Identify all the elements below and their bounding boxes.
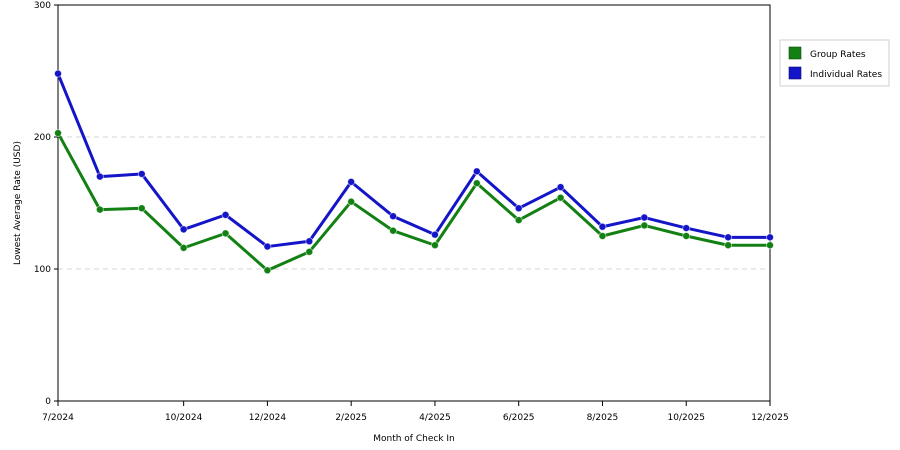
point-group-rates-5/2025: [472, 179, 481, 188]
x-tick-label-10/2025: 10/2025: [668, 413, 705, 423]
y-tick-label-100: 100: [34, 265, 51, 275]
point-group-rates-9/2024: [137, 204, 146, 213]
series-group-rates: [54, 129, 774, 275]
point-individual-rates-2/2025: [347, 177, 356, 186]
y-axis: 0 100 200 300: [34, 1, 58, 407]
point-individual-rates-11/2024: [221, 210, 230, 219]
legend-label-individual-rates: Individual Rates: [810, 70, 882, 80]
point-individual-rates-7/2025: [556, 183, 565, 192]
point-group-rates-4/2025: [431, 241, 439, 250]
point-group-rates-6/2025: [514, 216, 523, 225]
point-individual-rates-10/2025: [682, 224, 691, 232]
x-tick-label-10/2024: 10/2024: [165, 413, 203, 423]
point-group-rates-12/2025: [766, 241, 774, 250]
x-tick-label-12/2025: 12/2025: [751, 413, 788, 423]
point-group-rates-9/2025: [640, 221, 649, 230]
point-group-rates-8/2024: [95, 205, 104, 214]
x-axis-label: Month of Check In: [373, 434, 455, 444]
series-layer: [54, 69, 774, 275]
x-tick-label-8/2025: 8/2025: [587, 413, 619, 423]
point-individual-rates-11/2025: [724, 233, 733, 242]
point-individual-rates-7/2024: [54, 69, 62, 78]
point-group-rates-8/2025: [598, 232, 607, 240]
point-individual-rates-9/2024: [137, 170, 146, 178]
point-group-rates-7/2024: [54, 129, 62, 137]
x-tick-label-4/2025: 4/2025: [419, 413, 451, 423]
point-individual-rates-9/2025: [640, 213, 649, 222]
point-individual-rates-6/2025: [514, 204, 523, 213]
point-group-rates-10/2025: [682, 232, 691, 240]
legend-label-group-rates: Group Rates: [810, 50, 866, 60]
point-individual-rates-5/2025: [472, 167, 481, 176]
point-group-rates-1/2025: [305, 247, 314, 256]
point-group-rates-2/2025: [347, 197, 356, 206]
legend-swatch-individual-rates: [788, 66, 802, 80]
point-individual-rates-10/2024: [179, 225, 188, 234]
point-individual-rates-8/2024: [95, 172, 104, 181]
point-group-rates-11/2025: [724, 241, 733, 250]
grid-lines: [58, 136, 770, 270]
point-individual-rates-3/2025: [389, 212, 397, 221]
x-tick-label-6/2025: 6/2025: [503, 413, 535, 423]
point-group-rates-10/2024: [179, 243, 188, 252]
x-tick-label-12/2024: 12/2024: [249, 413, 287, 423]
y-axis-label: Lowest Average Rate (USD): [13, 141, 23, 265]
point-group-rates-7/2025: [556, 193, 565, 202]
series-individual-rates: [54, 69, 774, 251]
plot-area: [57, 4, 771, 402]
point-individual-rates-1/2025: [305, 237, 314, 246]
point-individual-rates-12/2024: [263, 242, 272, 251]
series-line-individual-rates: [56, 72, 772, 249]
point-group-rates-3/2025: [389, 226, 397, 235]
y-tick-label-300: 300: [34, 1, 51, 11]
point-individual-rates-8/2025: [598, 222, 607, 231]
point-individual-rates-12/2025: [766, 233, 774, 242]
point-group-rates-11/2024: [221, 229, 230, 238]
x-tick-label-2/2025: 2/2025: [335, 413, 367, 423]
legend: Group Rates Individual Rates: [779, 39, 890, 87]
y-tick-label-0: 0: [45, 397, 51, 407]
point-individual-rates-4/2025: [431, 230, 439, 239]
x-tick-label-7/2024: 7/2024: [42, 413, 74, 423]
y-tick-label-200: 200: [34, 133, 51, 143]
point-group-rates-12/2024: [263, 266, 272, 275]
x-axis: 7/2024 10/2024 12/2024 2/2025 4/2025 6/2025 8/…: [42, 401, 789, 423]
legend-swatch-group-rates: [788, 46, 802, 60]
series-line-group-rates: [56, 131, 772, 272]
